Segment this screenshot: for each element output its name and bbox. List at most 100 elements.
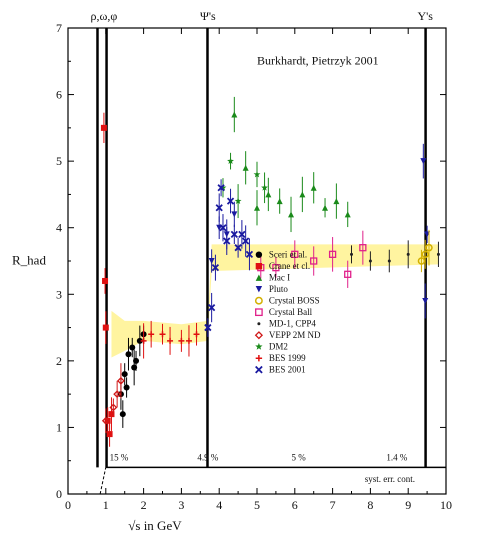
data-point	[121, 371, 128, 378]
x-tick-label: 7	[330, 498, 336, 512]
data-point	[231, 211, 238, 218]
legend-label: DM2	[269, 342, 288, 352]
data-point	[242, 237, 250, 245]
x-tick-label: 2	[141, 498, 147, 512]
data-point	[344, 211, 351, 218]
legend-label: MD-1, CPP4	[269, 319, 317, 329]
data-point	[368, 259, 372, 263]
data-point	[109, 403, 118, 412]
data-point	[436, 252, 440, 256]
data-point	[140, 337, 147, 344]
data-point	[425, 243, 433, 252]
data-point	[333, 198, 340, 205]
legend-marker	[257, 322, 261, 326]
data-point	[242, 164, 249, 171]
legend-marker	[255, 342, 263, 350]
data-point	[185, 337, 192, 344]
y-tick-label: 7	[56, 21, 62, 35]
data-point	[159, 331, 166, 338]
resonance-label: ρ,ω,φ	[91, 9, 118, 23]
resonance-label: Υ's	[417, 9, 433, 23]
syst-error-value: 4.9 %	[197, 453, 219, 463]
data-point	[208, 258, 215, 264]
legend-marker	[254, 296, 263, 305]
x-axis: 0 1 2 3 4 5 6 7 8 9 10	[65, 28, 452, 512]
legend-label: BES 2001	[269, 365, 306, 375]
syst-error-ramp	[99, 467, 107, 495]
y-axis-label: R_had	[12, 252, 46, 267]
y-tick-label: 3	[56, 287, 62, 301]
data-point	[104, 417, 111, 424]
series-9	[140, 320, 200, 359]
data-point	[101, 416, 110, 425]
data-point	[113, 390, 122, 399]
syst-error-value: 1.4 %	[386, 453, 408, 463]
x-tick-label: 8	[367, 498, 373, 512]
x-tick-label: 10	[440, 498, 452, 512]
syst-error-band	[111, 244, 439, 358]
data-point	[215, 204, 223, 212]
legend-marker	[254, 331, 264, 340]
data-point	[344, 270, 352, 278]
data-point	[125, 351, 132, 358]
data-point	[310, 257, 318, 265]
series-4	[417, 229, 433, 273]
systematic-error-band	[111, 244, 439, 358]
data-point	[421, 250, 429, 259]
x-tick-label: 3	[178, 498, 184, 512]
series-7	[101, 363, 125, 434]
legend-marker	[255, 365, 263, 374]
legend-marker	[255, 274, 263, 281]
data-point	[148, 331, 155, 338]
data-point	[406, 252, 410, 256]
y-tick-label: 2	[56, 354, 62, 368]
x-tick-label: 0	[65, 498, 71, 512]
x-tick-label: 4	[216, 498, 222, 512]
data-point	[108, 411, 115, 418]
x-tick-label: 6	[292, 498, 298, 512]
data-point	[310, 184, 317, 191]
y-tick-label: 5	[56, 154, 62, 168]
y-tick-label: 1	[56, 420, 62, 434]
data-point	[245, 250, 254, 258]
data-point	[254, 204, 260, 211]
data-point	[322, 204, 329, 211]
legend-marker	[255, 263, 263, 270]
legend-marker	[255, 355, 263, 362]
y-tick-label: 4	[56, 221, 62, 235]
data-point	[136, 337, 143, 344]
x-tick-label: 9	[405, 498, 411, 512]
data-point	[359, 244, 367, 252]
data-point	[231, 111, 238, 118]
series-2	[231, 96, 351, 233]
x-tick-label: 5	[254, 498, 260, 512]
data-point	[102, 277, 109, 284]
syst-error-value: 15 %	[110, 453, 129, 463]
series-8	[219, 152, 268, 219]
legend-marker	[255, 251, 263, 258]
data-point	[350, 252, 353, 256]
legend-label: BES 1999	[269, 353, 306, 363]
systematic-error-caption: syst. err. cont.	[365, 474, 415, 484]
y-tick-label: 0	[56, 487, 62, 501]
x-tick-label: 1	[103, 498, 109, 512]
data-point	[178, 337, 185, 344]
data-point	[422, 297, 429, 304]
data-point	[420, 158, 427, 165]
data-point	[238, 230, 246, 239]
data-point	[119, 411, 126, 418]
series-10	[204, 179, 254, 337]
data-point	[234, 197, 242, 204]
data-point	[291, 250, 299, 258]
data-points	[100, 96, 440, 447]
syst-error-value: 5 %	[291, 453, 306, 463]
data-point	[253, 170, 261, 178]
data-point	[261, 184, 268, 191]
resonance-label: Ψ's	[200, 9, 216, 23]
data-point	[299, 191, 306, 198]
data-point	[217, 184, 225, 192]
data-point	[211, 264, 220, 272]
data-point	[226, 197, 235, 205]
